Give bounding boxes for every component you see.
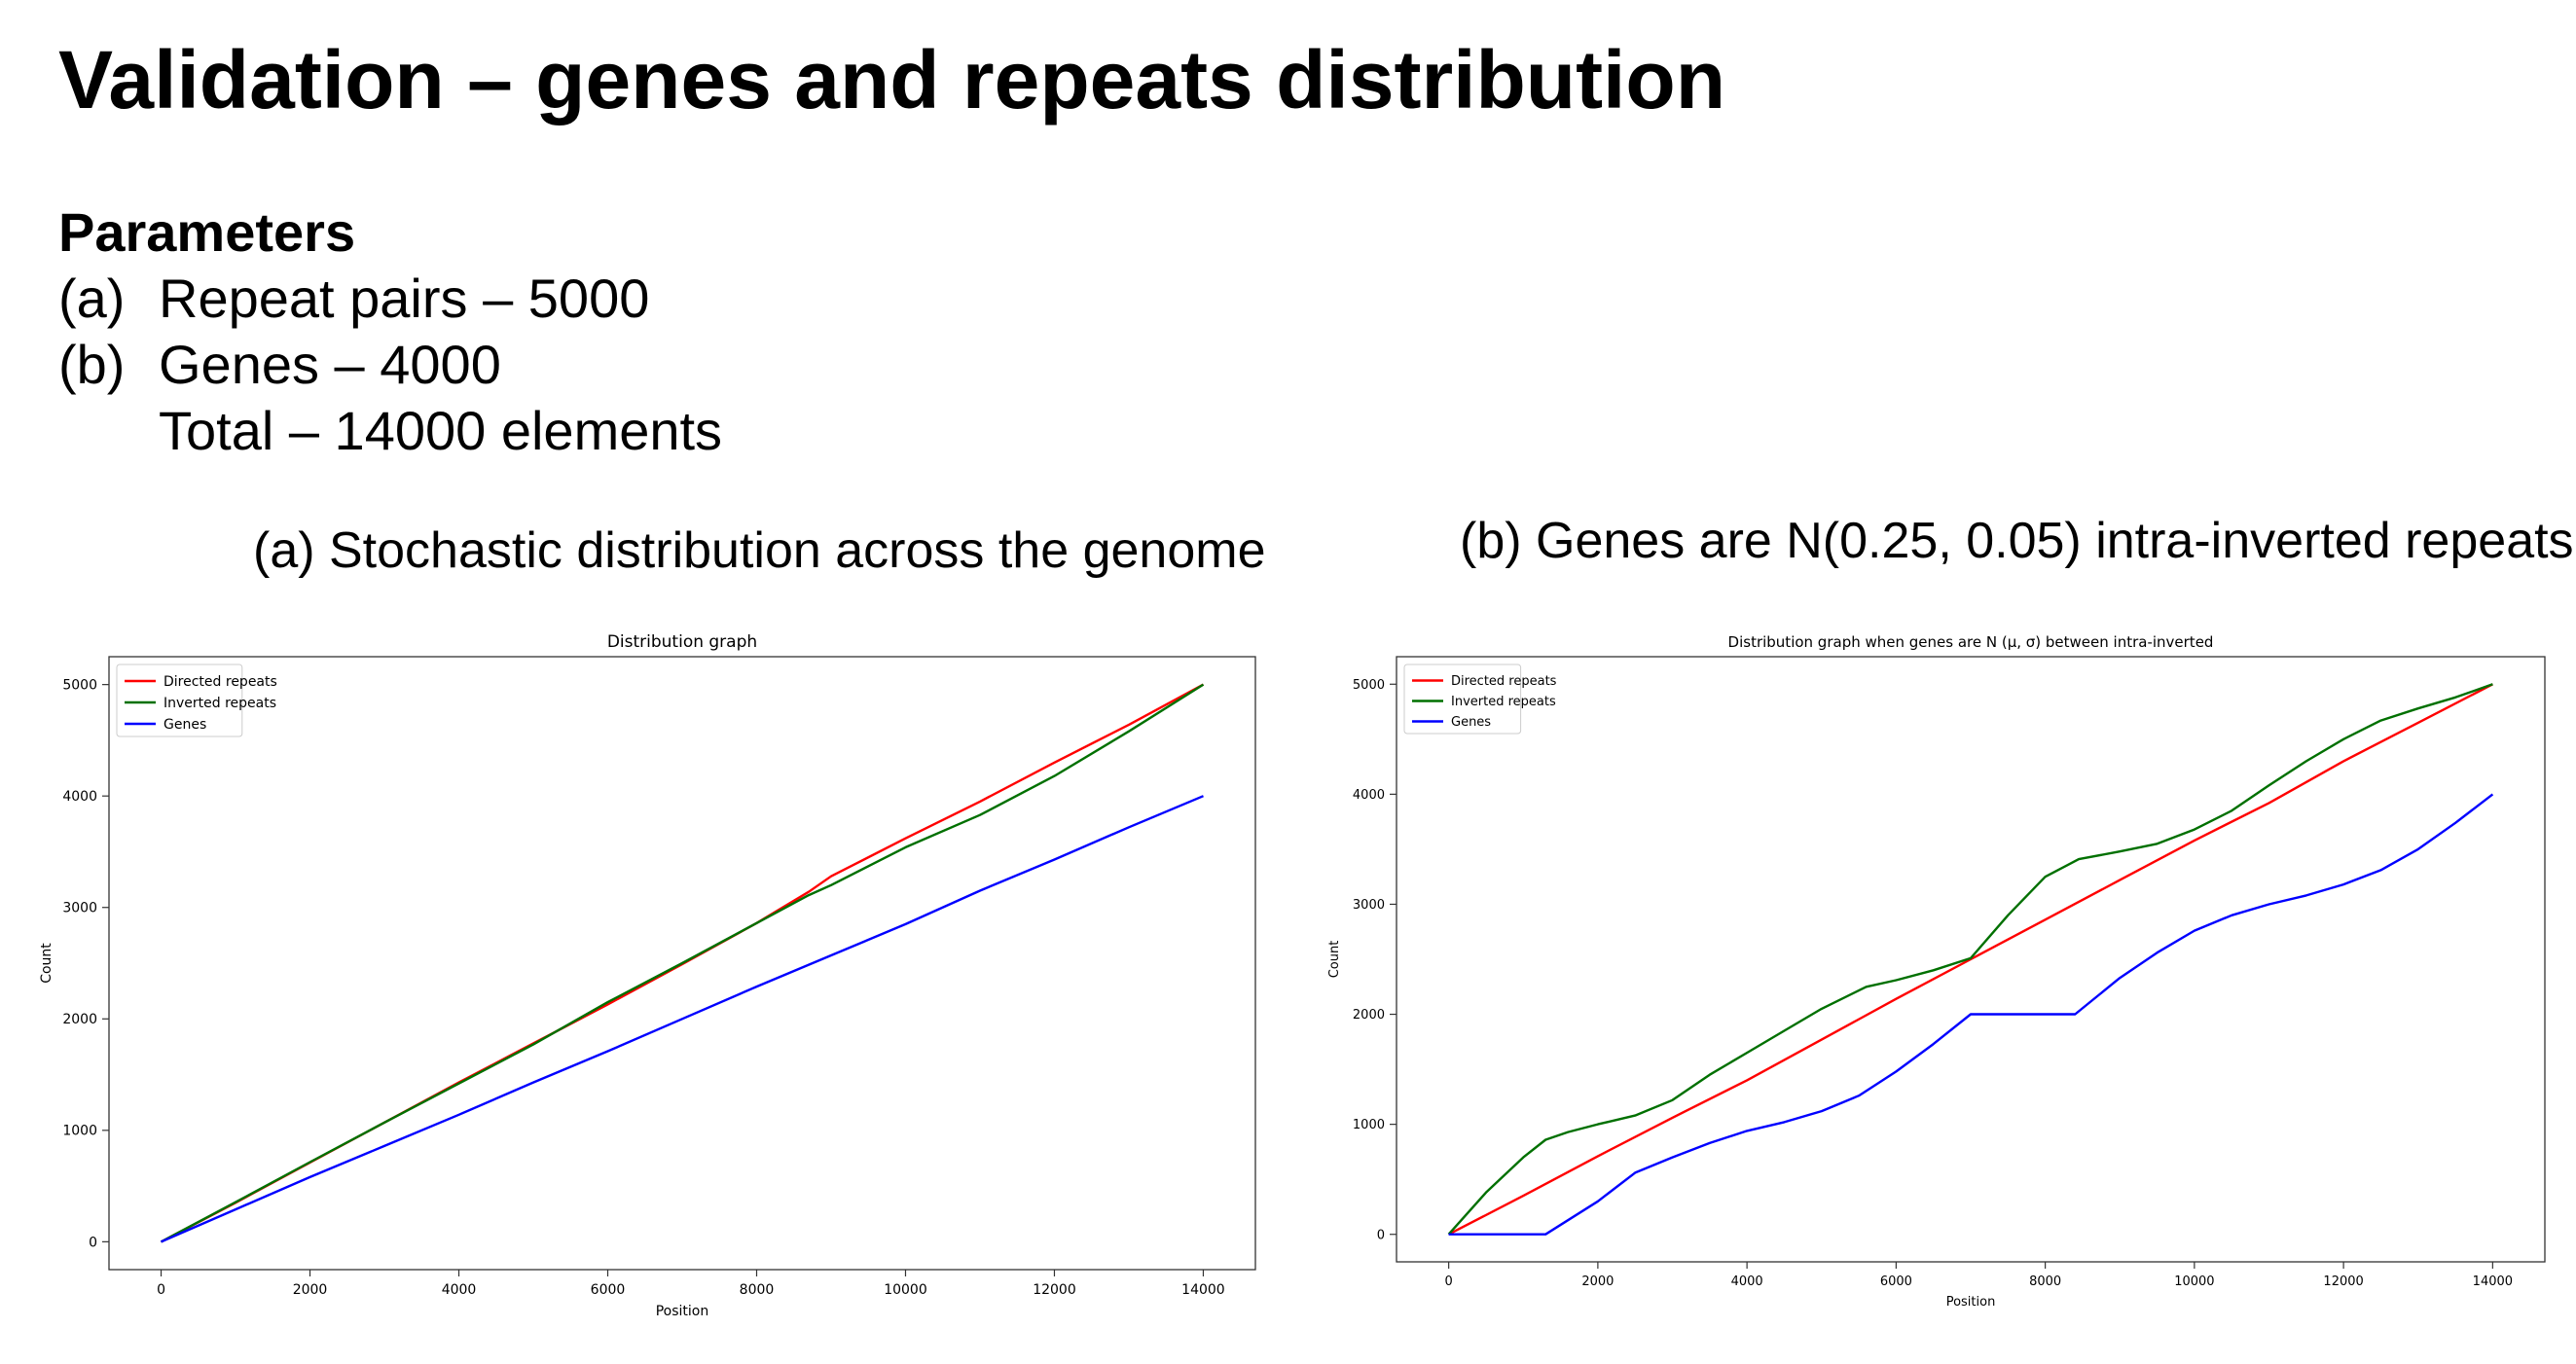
x-tick-label: 8000 xyxy=(740,1282,775,1298)
x-tick-label: 4000 xyxy=(1731,1274,1763,1289)
y-tick-label: 0 xyxy=(89,1235,97,1250)
legend-label: Directed repeats xyxy=(1451,674,1557,689)
parameters-heading: Parameters xyxy=(58,201,356,263)
x-tick-label: 2000 xyxy=(293,1282,328,1298)
x-tick-label: 2000 xyxy=(1581,1274,1614,1289)
y-tick-label: 4000 xyxy=(1353,788,1385,803)
y-tick-label: 2000 xyxy=(62,1012,97,1027)
legend-box xyxy=(116,664,243,737)
x-tick-label: 12000 xyxy=(2323,1274,2363,1289)
y-tick-label: 1000 xyxy=(1353,1118,1385,1132)
plot-frame xyxy=(108,656,1256,1271)
param-row: (b) Genes – 4000 xyxy=(58,332,722,398)
x-axis-label: Position xyxy=(656,1304,709,1319)
legend-label: Inverted repeats xyxy=(1451,695,1556,709)
x-tick-label: 6000 xyxy=(1880,1274,1912,1289)
distribution-chart-b: Distribution graph when genes are N (μ, … xyxy=(1327,633,2546,1310)
series-line xyxy=(161,795,1204,1243)
series-line xyxy=(160,683,1205,1243)
chart-a-caption: (a) Stochastic distribution across the g… xyxy=(253,522,1266,579)
y-axis-label: Count xyxy=(1327,941,1342,979)
parameters-block: Parameters (a) Repeat pairs – 5000 (b) Gen… xyxy=(58,199,722,464)
y-tick-label: 5000 xyxy=(1353,678,1385,693)
x-tick-label: 10000 xyxy=(884,1282,927,1298)
param-row: (a) Repeat pairs – 5000 xyxy=(58,266,722,332)
param-text: Repeat pairs – 5000 xyxy=(159,268,650,329)
y-tick-label: 4000 xyxy=(62,789,97,805)
legend-label: Genes xyxy=(1451,715,1491,730)
chart-b-caption: (b) Genes are N(0.25, 0.05) intra-invert… xyxy=(1460,513,2574,569)
y-tick-label: 0 xyxy=(1377,1228,1385,1242)
param-row: Total – 14000 elements xyxy=(58,398,722,464)
y-tick-label: 5000 xyxy=(62,678,97,694)
x-tick-label: 4000 xyxy=(442,1282,477,1298)
x-tick-label: 10000 xyxy=(2174,1274,2214,1289)
y-tick-label: 2000 xyxy=(1353,1008,1385,1023)
x-tick-label: 0 xyxy=(157,1282,165,1298)
param-text: Genes – 4000 xyxy=(159,334,501,395)
y-tick-label: 3000 xyxy=(1353,898,1385,913)
y-tick-label: 3000 xyxy=(62,901,97,916)
param-text: Total – 14000 elements xyxy=(159,400,723,461)
x-tick-label: 8000 xyxy=(2029,1274,2061,1289)
x-tick-label: 0 xyxy=(1444,1274,1452,1289)
slide-title: Validation – genes and repeats distribut… xyxy=(58,34,1726,126)
y-axis-label: Count xyxy=(39,943,54,984)
chart-title: Distribution graph when genes are N (μ, … xyxy=(1728,633,2214,651)
series-line xyxy=(1447,683,2493,1236)
legend-box xyxy=(1403,664,1522,735)
x-tick-label: 14000 xyxy=(1181,1282,1225,1298)
param-label: (b) xyxy=(58,334,126,395)
legend-label: Inverted repeats xyxy=(163,696,276,711)
x-tick-label: 14000 xyxy=(2473,1274,2513,1289)
plot-frame xyxy=(1396,656,2546,1263)
x-tick-label: 12000 xyxy=(1033,1282,1076,1298)
legend-label: Directed repeats xyxy=(163,674,277,690)
param-label: (a) xyxy=(58,268,126,329)
legend-label: Genes xyxy=(163,717,206,733)
series-line xyxy=(1448,793,2494,1236)
x-tick-label: 6000 xyxy=(591,1282,626,1298)
y-tick-label: 1000 xyxy=(62,1124,97,1139)
chart-title: Distribution graph xyxy=(607,632,757,652)
x-axis-label: Position xyxy=(1946,1295,1996,1310)
